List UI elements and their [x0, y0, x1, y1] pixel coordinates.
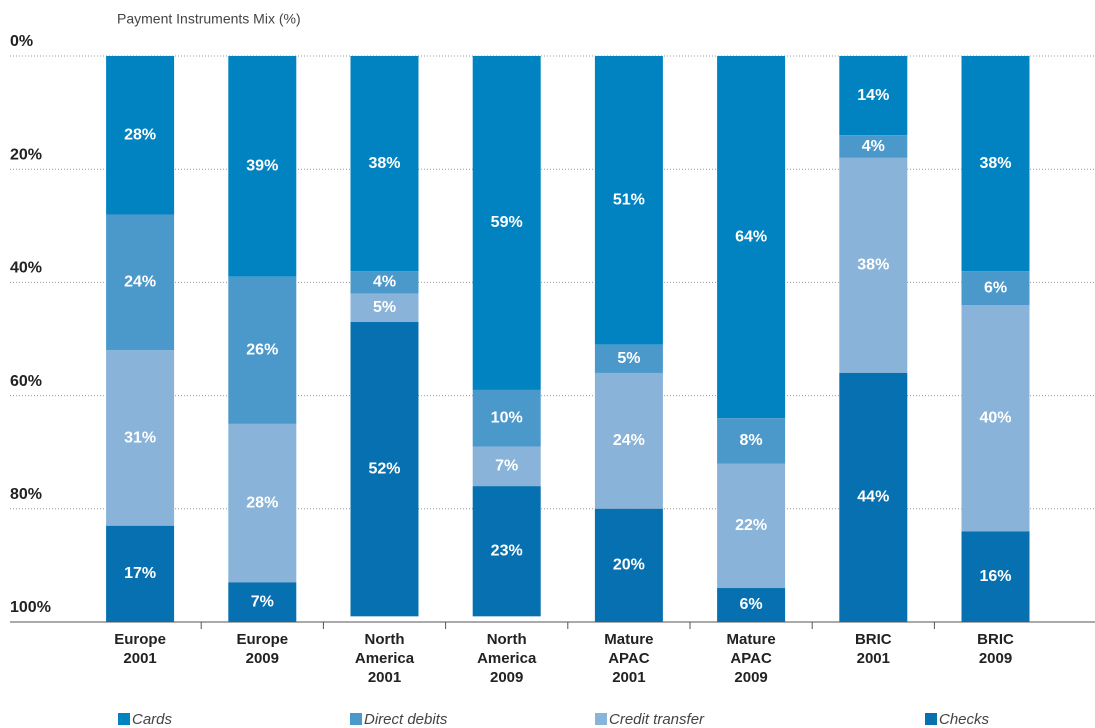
legend-label: Direct debits: [364, 711, 448, 728]
data-label: 7%: [251, 593, 274, 610]
data-label: 40%: [979, 409, 1011, 426]
y-tick-label: 0%: [10, 33, 33, 50]
bar-segment: [961, 271, 1030, 306]
bar-segment: [228, 276, 297, 424]
data-label: 38%: [368, 155, 400, 172]
bar-segment: [961, 56, 1030, 272]
data-label: 10%: [491, 409, 523, 426]
data-label: 23%: [491, 542, 523, 559]
data-label: 28%: [124, 126, 156, 143]
data-label: 24%: [613, 432, 645, 449]
x-tick-label: Europe 2001: [114, 631, 166, 667]
legend-label: Cards: [132, 711, 173, 728]
bar-segment: [106, 525, 175, 622]
bar-segment: [472, 446, 541, 487]
legend-swatch: [595, 713, 607, 725]
bar-segment: [350, 322, 419, 617]
x-tick-label: North America 2001: [354, 631, 415, 686]
bar-segment: [106, 56, 175, 215]
data-label: 22%: [735, 517, 767, 534]
bar-segment: [228, 582, 297, 622]
data-label: 6%: [984, 279, 1007, 296]
y-tick-label: 100%: [10, 599, 51, 616]
data-label: 14%: [857, 87, 889, 104]
data-label: 38%: [979, 155, 1011, 172]
bar-segment: [350, 56, 419, 272]
bar-segment: [228, 56, 297, 277]
legend-label: Checks: [939, 711, 990, 728]
data-label: 38%: [857, 257, 889, 274]
data-label: 59%: [491, 214, 523, 231]
data-label: 5%: [373, 299, 396, 316]
y-tick-label: 40%: [10, 260, 42, 277]
data-label: 28%: [246, 494, 278, 511]
data-label: 20%: [613, 557, 645, 574]
data-label: 39%: [246, 158, 278, 175]
bar-segment: [839, 135, 908, 158]
bar-segment: [839, 372, 908, 622]
x-tick-label: North America 2009: [477, 631, 537, 686]
bar-segment: [106, 214, 175, 351]
data-label: 6%: [740, 596, 763, 613]
y-tick-label: 20%: [10, 146, 42, 163]
chart-title: Payment Instruments Mix (%): [117, 11, 301, 27]
data-label: 52%: [368, 460, 400, 477]
legend-swatch: [925, 713, 937, 725]
legend-label: Credit transfer: [609, 711, 705, 728]
data-label: 16%: [979, 568, 1011, 585]
bar-segment: [717, 56, 786, 419]
y-tick-label: 60%: [10, 373, 42, 390]
data-label: 31%: [124, 429, 156, 446]
data-label: 24%: [124, 274, 156, 291]
bar-segment: [472, 389, 541, 447]
data-label: 4%: [373, 274, 396, 291]
bar-segment: [350, 293, 419, 323]
data-label: 17%: [124, 565, 156, 582]
bar-segment: [106, 350, 175, 526]
data-label: 8%: [740, 432, 763, 449]
x-tick-label: Mature APAC 2009: [726, 631, 776, 686]
bar-segment: [228, 423, 297, 583]
bar-segment: [594, 56, 663, 345]
x-tick-label: Europe 2009: [236, 631, 289, 667]
bar-segment: [839, 157, 908, 373]
bar-segment: [350, 271, 419, 294]
bar-segment: [717, 463, 786, 589]
data-label: 26%: [246, 342, 278, 359]
data-label: 51%: [613, 192, 645, 209]
bar-segment: [839, 56, 908, 136]
bar-segment: [594, 508, 663, 622]
data-label: 4%: [862, 138, 885, 155]
data-label: 44%: [857, 489, 889, 506]
x-tick-label: BRIC 2001: [854, 631, 892, 667]
bar-segment: [472, 486, 541, 617]
legend-swatch: [118, 713, 130, 725]
x-tick-label: Mature APAC 2001: [604, 631, 654, 686]
y-tick-label: 80%: [10, 486, 42, 503]
legend-swatch: [350, 713, 362, 725]
data-label: 64%: [735, 228, 767, 245]
bar-segment: [961, 305, 1030, 532]
x-tick-label: BRIC 2009: [977, 631, 1014, 667]
data-label: 5%: [617, 350, 640, 367]
bar-segment: [961, 531, 1030, 622]
bar-segment: [717, 418, 786, 464]
bar-segment: [594, 344, 663, 373]
data-label: 7%: [495, 458, 518, 475]
bar-segment: [472, 56, 541, 390]
bar-segment: [594, 372, 663, 509]
bar-segment: [717, 588, 786, 622]
